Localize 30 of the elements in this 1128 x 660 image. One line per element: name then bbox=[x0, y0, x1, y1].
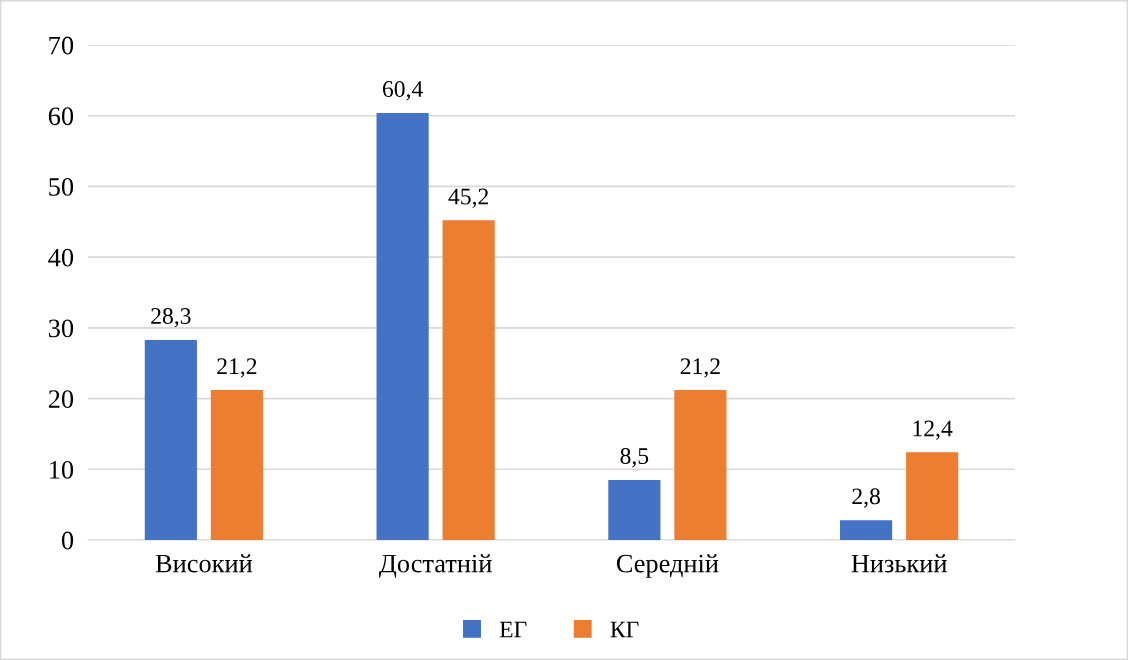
data-label: 28,3 bbox=[151, 308, 191, 328]
y-tick-label: 50 bbox=[49, 178, 74, 196]
y-tick-label: 10 bbox=[50, 460, 74, 479]
y-tick-label: 70 bbox=[49, 36, 74, 55]
y-tick-label: 30 bbox=[48, 319, 74, 338]
bar bbox=[442, 220, 495, 540]
x-tick-label: Достатній bbox=[379, 554, 492, 578]
bar bbox=[674, 390, 727, 540]
y-tick-label: 60 bbox=[48, 107, 74, 126]
bar bbox=[608, 479, 661, 540]
bar bbox=[840, 520, 893, 540]
legend-label: ЕГ bbox=[499, 621, 527, 638]
x-tick-label: Низький bbox=[851, 554, 947, 573]
data-label: 21,2 bbox=[680, 358, 720, 378]
data-label: 60,4 bbox=[382, 81, 423, 101]
bar bbox=[906, 452, 959, 540]
y-tick-label: 40 bbox=[48, 248, 74, 267]
data-label: 21,2 bbox=[217, 358, 257, 378]
data-label: 2,8 bbox=[852, 488, 880, 508]
data-label: 45,2 bbox=[448, 188, 489, 208]
y-tick-label: 0 bbox=[61, 531, 74, 550]
y-tick-label: 20 bbox=[48, 390, 74, 408]
data-label: 12,4 bbox=[913, 420, 953, 440]
data-label: 8,5 bbox=[620, 448, 649, 468]
bar bbox=[210, 390, 263, 540]
x-tick-label: Високий bbox=[155, 554, 253, 573]
bar bbox=[144, 339, 197, 540]
legend-label: КГ bbox=[610, 621, 639, 638]
bar bbox=[376, 112, 429, 540]
x-tick-label: Середній bbox=[616, 554, 719, 578]
